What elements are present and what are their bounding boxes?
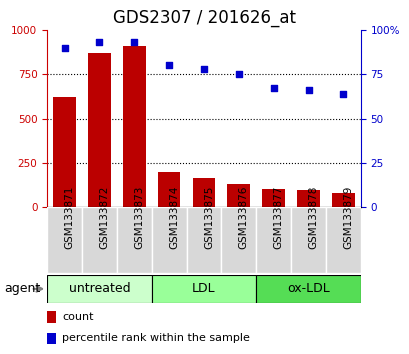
Bar: [53, 97, 76, 207]
Bar: [186, 207, 221, 273]
Bar: [297, 190, 319, 207]
Bar: [151, 207, 186, 273]
Point: [270, 86, 276, 91]
Bar: [325, 207, 360, 273]
Text: GSM133877: GSM133877: [273, 185, 283, 249]
Point: [131, 40, 137, 45]
Point: [235, 72, 242, 77]
Bar: [82, 207, 117, 273]
Bar: [151, 275, 256, 303]
Point: [96, 40, 103, 45]
Bar: [123, 46, 145, 207]
Bar: [290, 207, 325, 273]
Bar: [256, 275, 360, 303]
Bar: [221, 207, 256, 273]
Text: LDL: LDL: [192, 282, 215, 295]
Bar: [262, 189, 284, 207]
Text: GSM133872: GSM133872: [99, 185, 109, 249]
Bar: [88, 53, 110, 207]
Point: [339, 91, 346, 97]
Text: GSM133875: GSM133875: [204, 185, 213, 249]
Text: ox-LDL: ox-LDL: [286, 282, 329, 295]
Bar: [47, 332, 56, 344]
Text: GSM133878: GSM133878: [308, 185, 318, 249]
Bar: [47, 275, 151, 303]
Text: agent: agent: [4, 282, 40, 295]
Point: [305, 87, 311, 93]
Point: [166, 63, 172, 68]
Text: untreated: untreated: [68, 282, 130, 295]
Text: GSM133871: GSM133871: [65, 185, 74, 249]
Text: GSM133876: GSM133876: [238, 185, 248, 249]
Bar: [47, 311, 56, 323]
Text: GDS2307 / 201626_at: GDS2307 / 201626_at: [113, 9, 296, 27]
Bar: [157, 172, 180, 207]
Text: percentile rank within the sample: percentile rank within the sample: [62, 333, 249, 343]
Bar: [192, 178, 215, 207]
Bar: [117, 207, 151, 273]
Bar: [47, 207, 82, 273]
Text: GSM133874: GSM133874: [169, 185, 179, 249]
Point: [61, 45, 68, 51]
Text: GSM133873: GSM133873: [134, 185, 144, 249]
Bar: [331, 193, 354, 207]
Bar: [227, 184, 249, 207]
Bar: [256, 207, 290, 273]
Text: GSM133879: GSM133879: [343, 185, 353, 249]
Point: [200, 66, 207, 72]
Text: count: count: [62, 312, 94, 322]
